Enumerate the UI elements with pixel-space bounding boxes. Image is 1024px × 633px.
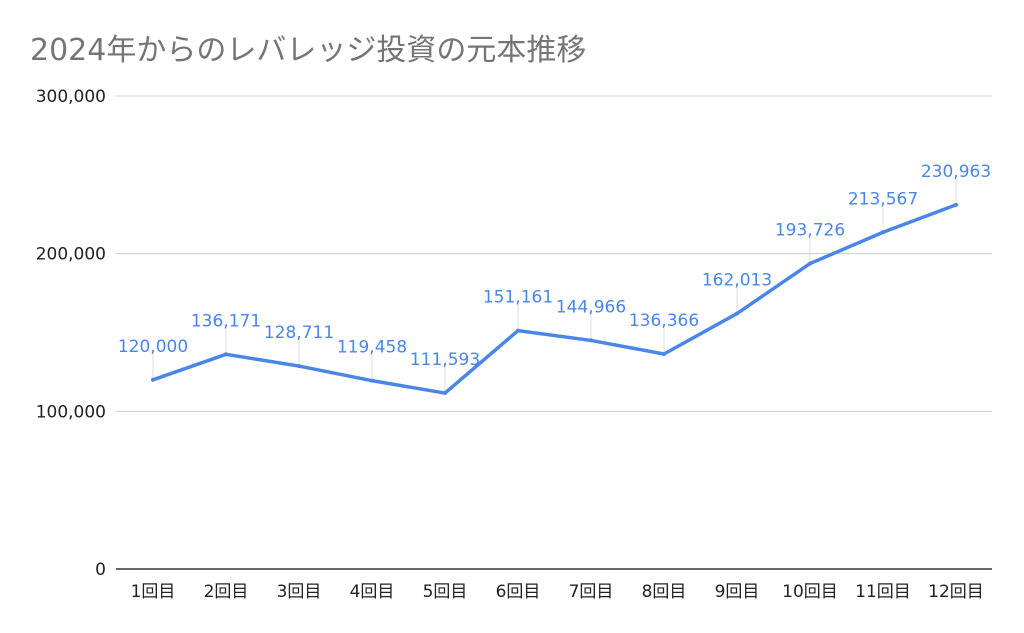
data-point bbox=[224, 352, 228, 357]
x-tick-label: 4回目 bbox=[350, 582, 395, 602]
x-tick-label: 1回目 bbox=[131, 582, 176, 602]
y-tick-label: 100,000 bbox=[36, 402, 106, 422]
x-tick-label: 6回目 bbox=[496, 582, 541, 602]
series-lines bbox=[151, 202, 958, 396]
y-tick-label: 200,000 bbox=[36, 245, 106, 265]
data-point bbox=[662, 351, 666, 356]
data-point bbox=[443, 391, 447, 396]
data-label: 136,366 bbox=[629, 311, 699, 331]
x-tick-label: 7回目 bbox=[569, 582, 614, 602]
data-point bbox=[881, 230, 885, 235]
data-label: 144,966 bbox=[556, 297, 626, 317]
data-label-leaders bbox=[152, 176, 957, 392]
data-point bbox=[151, 377, 155, 382]
y-tick-label: 0 bbox=[95, 560, 106, 580]
series-line bbox=[151, 203, 958, 395]
gridlines bbox=[116, 95, 992, 570]
data-point bbox=[516, 328, 520, 333]
x-tick-label: 12回目 bbox=[928, 582, 984, 602]
data-point bbox=[297, 364, 301, 369]
data-point bbox=[735, 311, 739, 316]
x-tick-label: 2回目 bbox=[204, 582, 249, 602]
data-label: 119,458 bbox=[337, 338, 407, 358]
x-tick-label: 5回目 bbox=[423, 582, 468, 602]
y-tick-label: 300,000 bbox=[36, 87, 106, 107]
data-point bbox=[808, 261, 812, 266]
data-label: 193,726 bbox=[775, 221, 845, 241]
data-label: 162,013 bbox=[702, 271, 772, 291]
data-label: 136,171 bbox=[191, 311, 261, 331]
data-point bbox=[954, 202, 958, 207]
data-label: 111,593 bbox=[410, 350, 480, 370]
y-axis-ticks: 0 100,000 200,000 300,000 bbox=[36, 87, 106, 580]
x-axis-ticks: 1回目 2回目 3回目 4回目 5回目 6回目 7回目 8回目 9回目 10回目 11回目 12回目 bbox=[131, 582, 984, 602]
chart-title: 2024年からのレバレッジ投資の元本推移 bbox=[30, 33, 587, 68]
data-point bbox=[589, 338, 593, 343]
x-tick-label: 11回目 bbox=[855, 582, 911, 602]
data-point bbox=[370, 378, 374, 383]
x-tick-label: 9回目 bbox=[715, 582, 760, 602]
data-label: 213,567 bbox=[848, 189, 918, 209]
data-label: 120,000 bbox=[118, 337, 188, 357]
data-label: 151,161 bbox=[483, 288, 553, 308]
x-tick-label: 10回目 bbox=[782, 582, 838, 602]
data-label: 128,711 bbox=[264, 323, 334, 343]
x-tick-label: 3回目 bbox=[277, 582, 322, 602]
data-label: 230,963 bbox=[921, 162, 991, 182]
x-tick-label: 8回目 bbox=[642, 582, 687, 602]
